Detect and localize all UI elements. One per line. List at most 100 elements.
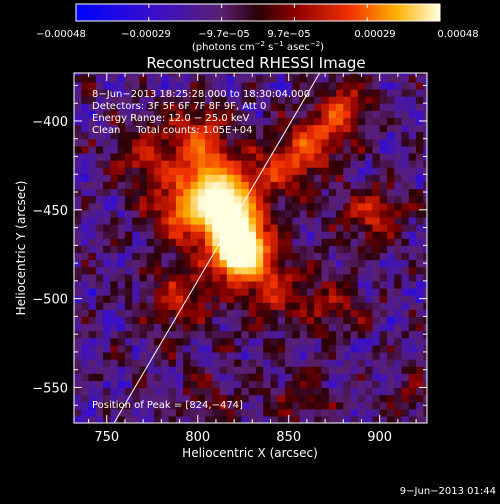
heatmap-cell: [212, 117, 221, 126]
heatmap-cell: [270, 351, 279, 360]
heatmap-cell: [110, 351, 119, 360]
heatmap-cell: [139, 302, 148, 310]
x-tick-labels: 750 800 850 900: [94, 430, 392, 445]
heatmap-cell: [197, 401, 206, 410]
heatmap-cell: [379, 160, 388, 168]
heatmap-cell: [146, 81, 155, 90]
heatmap-cell: [292, 408, 301, 417]
heatmap-cell: [205, 73, 213, 76]
heatmap-cell: [372, 323, 381, 332]
heatmap-cell: [386, 138, 395, 147]
heatmap-cell: [161, 252, 170, 261]
heatmap-cell: [241, 273, 250, 282]
colorbar-tick-label: −9.7e−05: [198, 29, 250, 40]
heatmap-cell: [386, 259, 395, 268]
heatmap-cell: [343, 238, 352, 246]
heatmap-cell: [336, 259, 344, 268]
heatmap-cell: [394, 344, 403, 353]
heatmap-cell: [372, 316, 381, 325]
heatmap-cell: [343, 81, 352, 90]
heatmap-cell: [350, 415, 359, 423]
heatmap-cell: [321, 366, 330, 374]
heatmap-cell: [394, 181, 403, 190]
heatmap-cell: [416, 124, 424, 133]
heatmap-cell: [190, 245, 199, 254]
heatmap-cell: [292, 266, 301, 275]
heatmap-cell: [132, 266, 141, 275]
heatmap-cell: [277, 160, 286, 168]
heatmap-cell: [328, 202, 337, 211]
heatmap-cell: [132, 145, 141, 154]
heatmap-cell: [336, 103, 344, 111]
heatmap-cell: [124, 209, 133, 218]
heatmap-cell: [255, 131, 264, 140]
heatmap-cell: [314, 309, 323, 318]
heatmap-cell: [314, 160, 323, 168]
heatmap-cell: [372, 138, 381, 147]
heatmap-cell: [321, 245, 330, 254]
heatmap-cell: [81, 373, 90, 381]
heatmap-cell: [292, 209, 301, 218]
y-tick-labels: −400−450−500−550: [32, 115, 68, 396]
heatmap-cell: [183, 195, 192, 204]
heatmap-cell: [321, 152, 330, 161]
heatmap-cell: [321, 224, 330, 232]
heatmap-cell: [299, 167, 308, 175]
heatmap-cell: [88, 74, 97, 83]
heatmap-cell: [175, 245, 184, 254]
x-tick-label: 750: [94, 430, 119, 445]
heatmap-cell: [212, 309, 221, 318]
heatmap-cell: [226, 81, 235, 90]
heatmap-cell: [234, 323, 243, 332]
heatmap-cell: [299, 131, 308, 140]
heatmap-cell: [110, 238, 119, 246]
heatmap-cell: [110, 344, 119, 353]
heatmap-cell: [175, 209, 184, 218]
heatmap-cell: [168, 167, 177, 175]
heatmap-cell: [117, 152, 126, 161]
heatmap-cell: [212, 238, 221, 246]
heatmap-cell: [161, 259, 170, 268]
heatmap-cell: [336, 110, 344, 119]
heatmap-cell: [183, 302, 192, 310]
heatmap-cell: [146, 245, 155, 254]
heatmap-cell: [146, 366, 155, 374]
heatmap-cell: [234, 160, 243, 168]
heatmap-cell: [328, 394, 337, 403]
heatmap-cell: [219, 337, 228, 346]
heatmap-cell: [197, 387, 206, 396]
heatmap-cell: [379, 195, 388, 204]
heatmap-cell: [408, 408, 417, 417]
heatmap-cell: [401, 188, 410, 197]
heatmap-cell: [423, 287, 427, 296]
heatmap-cell: [168, 138, 177, 147]
heatmap-cell: [241, 316, 250, 325]
heatmap-cell: [146, 145, 155, 154]
heatmap-cell: [350, 408, 359, 417]
heatmap-cell: [110, 373, 119, 381]
heatmap-cell: [386, 216, 395, 225]
heatmap-cell: [277, 337, 286, 346]
heatmap-cell: [365, 295, 374, 303]
heatmap-cell: [277, 124, 286, 133]
heatmap-cell: [336, 96, 344, 104]
heatmap-cell: [343, 231, 352, 239]
heatmap-cell: [299, 81, 308, 90]
heatmap-cell: [321, 202, 330, 211]
heatmap-cell: [336, 394, 344, 403]
heatmap-cell: [190, 181, 199, 190]
heatmap-cell: [110, 394, 119, 403]
heatmap-cell: [154, 380, 162, 389]
heatmap-cell: [277, 216, 286, 225]
heatmap-cell: [394, 316, 403, 325]
heatmap-cell: [95, 224, 104, 232]
heatmap-cell: [132, 88, 141, 97]
heatmap-cell: [154, 287, 162, 296]
heatmap-cell: [306, 359, 315, 367]
heatmap-cell: [365, 209, 374, 218]
heatmap-cell: [154, 238, 162, 246]
heatmap-cell: [255, 287, 264, 296]
heatmap-cell: [255, 373, 264, 381]
heatmap-cell: [161, 152, 170, 161]
heatmap-cell: [117, 295, 126, 303]
